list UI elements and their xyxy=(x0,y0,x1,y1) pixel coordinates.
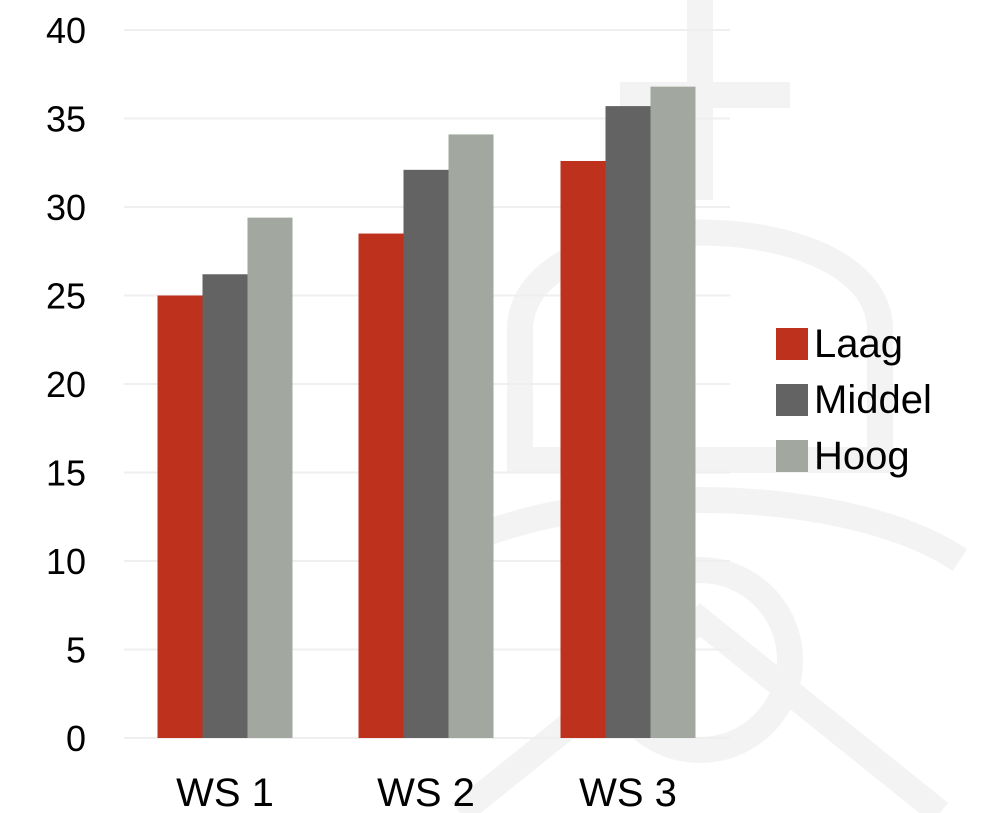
bars xyxy=(157,86,696,739)
legend-label-laag: Laag xyxy=(814,322,903,366)
bar-middel-ws-2 xyxy=(403,169,449,738)
legend-item-hoog: Hoog xyxy=(776,428,932,484)
legend: Laag Middel Hoog xyxy=(776,316,932,484)
y-tick-label: 30 xyxy=(46,187,86,228)
y-tick-label: 15 xyxy=(46,453,86,494)
bar-middel-ws-1 xyxy=(202,274,248,738)
bar-middel-ws-3 xyxy=(605,106,651,739)
x-category-label: WS 3 xyxy=(579,771,677,813)
x-category-label: WS 2 xyxy=(377,771,475,813)
legend-swatch-laag xyxy=(776,328,808,360)
y-tick-label: 0 xyxy=(66,718,86,759)
bar-laag-ws-2 xyxy=(358,233,404,739)
y-tick-label: 40 xyxy=(46,10,86,51)
bar-laag-ws-3 xyxy=(560,160,606,739)
y-tick-label: 35 xyxy=(46,99,86,140)
y-axis-tick-labels: 0 5 10 15 20 25 30 35 40 xyxy=(46,10,86,759)
legend-label-hoog: Hoog xyxy=(814,434,910,478)
y-tick-label: 20 xyxy=(46,364,86,405)
legend-item-middel: Middel xyxy=(776,372,932,428)
y-tick-label: 25 xyxy=(46,276,86,317)
bar-laag-ws-1 xyxy=(157,295,203,738)
bar-hoog-ws-2 xyxy=(448,134,494,738)
y-tick-label: 5 xyxy=(66,630,86,671)
legend-label-middel: Middel xyxy=(814,378,932,422)
x-category-label: WS 1 xyxy=(176,771,274,813)
bar-hoog-ws-1 xyxy=(247,217,293,738)
legend-item-laag: Laag xyxy=(776,316,932,372)
x-axis-category-labels: WS 1 WS 2 WS 3 xyxy=(176,771,677,813)
y-tick-label: 10 xyxy=(46,541,86,582)
bar-hoog-ws-3 xyxy=(650,86,696,738)
legend-swatch-hoog xyxy=(776,440,808,472)
legend-swatch-middel xyxy=(776,384,808,416)
